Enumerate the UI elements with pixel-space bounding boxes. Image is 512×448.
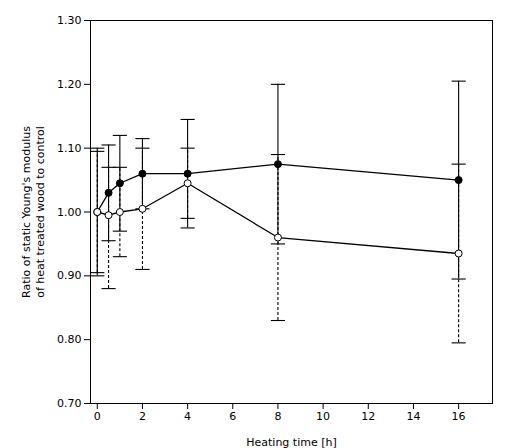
svg-text:2: 2: [139, 410, 146, 423]
svg-text:1.20: 1.20: [57, 78, 82, 91]
svg-text:1.10: 1.10: [57, 142, 82, 155]
svg-text:0.70: 0.70: [57, 397, 82, 410]
svg-text:8: 8: [274, 410, 281, 423]
svg-text:1.30: 1.30: [57, 14, 82, 27]
svg-text:1.00: 1.00: [57, 206, 82, 219]
svg-text:Ratio of static Young's modulu: Ratio of static Young's modulusof heat t…: [20, 126, 47, 298]
svg-text:0: 0: [94, 410, 101, 423]
svg-text:10: 10: [316, 410, 330, 423]
svg-text:0.90: 0.90: [57, 269, 82, 282]
svg-text:0.80: 0.80: [57, 333, 82, 346]
svg-text:4: 4: [184, 410, 191, 423]
svg-text:16: 16: [452, 410, 466, 423]
svg-text:6: 6: [229, 410, 236, 423]
svg-text:Heating time [h]: Heating time [h]: [246, 436, 337, 448]
svg-text:12: 12: [361, 410, 375, 423]
svg-text:14: 14: [406, 410, 420, 423]
